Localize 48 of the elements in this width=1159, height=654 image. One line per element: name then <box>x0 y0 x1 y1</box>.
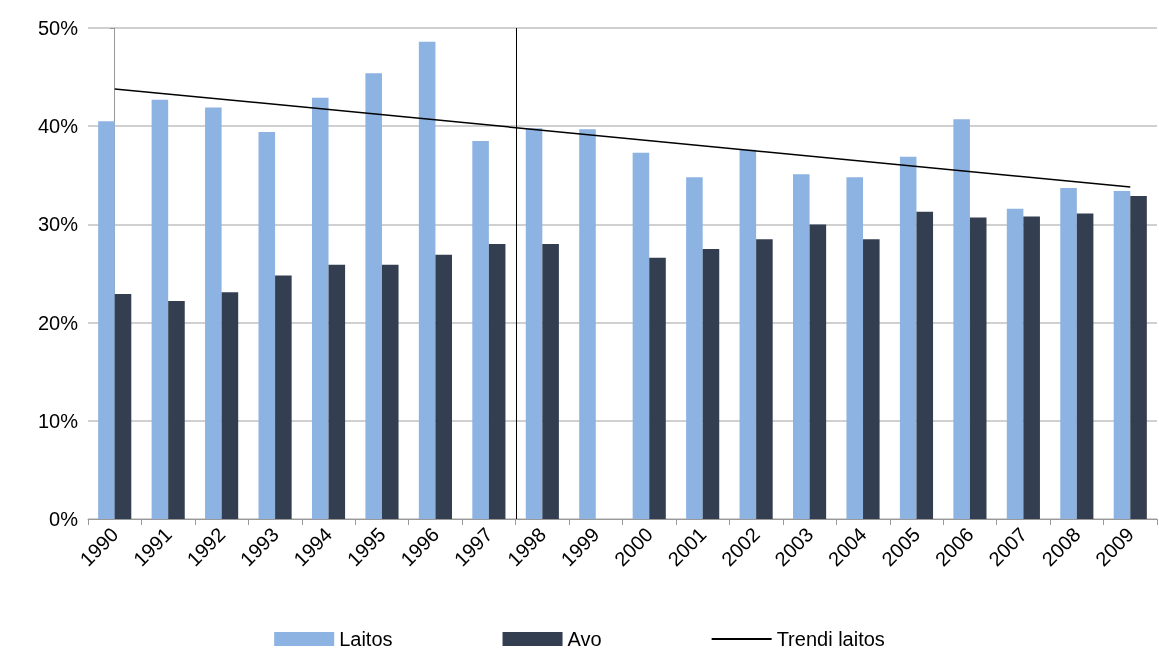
y-tick-label: 0% <box>49 508 79 530</box>
bar <box>381 264 399 519</box>
bar <box>488 244 506 519</box>
bar <box>365 73 382 519</box>
y-tick-label: 20% <box>37 311 79 334</box>
bar <box>168 301 185 519</box>
bar <box>739 149 757 519</box>
bar <box>702 248 720 519</box>
bar <box>863 239 880 519</box>
y-tick-label: 40% <box>37 115 79 138</box>
bar <box>328 264 346 519</box>
bar <box>542 244 559 519</box>
bar <box>1060 188 1077 519</box>
bar <box>221 292 239 519</box>
bar <box>205 107 222 519</box>
bar <box>311 97 329 519</box>
bar <box>916 211 934 519</box>
bar <box>899 156 917 519</box>
bar <box>418 41 436 519</box>
bar <box>969 217 987 519</box>
bar <box>953 119 970 519</box>
bar <box>114 294 132 519</box>
legend-label: Trendi laitos <box>776 628 885 650</box>
bar <box>151 99 169 519</box>
bar <box>686 177 703 519</box>
bar <box>275 275 292 519</box>
bar <box>793 174 810 519</box>
bar <box>846 177 864 519</box>
legend-label: Laitos <box>339 628 393 650</box>
bar <box>258 132 276 519</box>
y-tick-label: 30% <box>37 213 79 236</box>
bar <box>472 140 489 519</box>
bar <box>579 129 596 519</box>
bar <box>98 121 115 519</box>
bar <box>809 224 827 519</box>
bar <box>1076 213 1094 519</box>
bar <box>1130 195 1147 519</box>
bar <box>1006 208 1024 519</box>
legend-label: Avo <box>567 628 602 650</box>
y-tick-label: 50% <box>37 17 79 39</box>
bar <box>435 254 452 519</box>
bar <box>632 152 650 519</box>
bar <box>525 128 543 519</box>
bar <box>756 239 773 519</box>
bar <box>1023 216 1040 519</box>
y-tick-label: 10% <box>37 409 79 432</box>
bar <box>1113 191 1131 519</box>
bar <box>649 257 666 519</box>
